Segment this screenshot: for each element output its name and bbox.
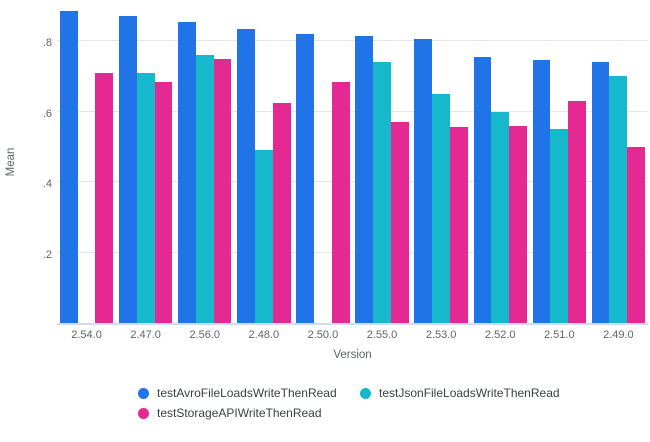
bar-group-2.49.0 [589, 0, 648, 323]
x-axis-title: Version [333, 349, 372, 361]
bar[interactable] [331, 81, 350, 323]
x-tick-label: 2.49.0 [603, 329, 634, 341]
bar[interactable] [550, 129, 569, 323]
x-tick-label: 2.53.0 [425, 329, 457, 341]
x-tick-label: 2.55.0 [366, 329, 398, 341]
x-tick-label: 2.48.0 [248, 329, 280, 341]
x-tick-label: 2.52.0 [484, 329, 516, 341]
bar[interactable] [95, 72, 114, 323]
bar[interactable] [254, 150, 273, 323]
bar[interactable] [609, 76, 628, 323]
bar[interactable] [178, 21, 196, 323]
gridline [57, 110, 648, 112]
y-tick-label: .2 [42, 248, 52, 261]
x-tick-label: 2.56.0 [189, 329, 221, 341]
legend-label: testStorageAPIWriteThenRead [157, 406, 322, 420]
legend-item-testJsonFileLoadsWriteThenRead[interactable]: testJsonFileLoadsWriteThenRead [360, 386, 560, 400]
bar-group-2.48.0 [234, 0, 293, 323]
x-tick-label: 2.51.0 [544, 329, 575, 341]
bar[interactable] [296, 33, 315, 323]
y-tick-label: .6 [42, 107, 52, 120]
bar-group-2.50.0 [293, 0, 352, 323]
gridline [57, 40, 648, 42]
x-tick-label: 2.47.0 [130, 329, 161, 341]
legend-label: testJsonFileLoadsWriteThenRead [379, 386, 560, 400]
bar[interactable] [532, 60, 551, 323]
bar[interactable] [491, 111, 510, 323]
bar[interactable] [272, 102, 291, 323]
bar[interactable] [237, 28, 255, 323]
bar-group-2.53.0 [412, 0, 471, 323]
bar-group-2.55.0 [352, 0, 411, 323]
plot-area [57, 0, 648, 325]
bar[interactable] [154, 81, 173, 323]
bar-group-2.56.0 [175, 0, 234, 323]
bar-groups [57, 0, 648, 323]
bar[interactable] [355, 35, 374, 323]
bar[interactable] [390, 122, 409, 323]
x-tick-label: 2.54.0 [71, 329, 102, 341]
bar[interactable] [568, 100, 586, 323]
bar[interactable] [118, 16, 137, 323]
gridline [57, 181, 648, 183]
x-tick-label: 2.50.0 [307, 329, 339, 341]
bar[interactable] [414, 39, 433, 323]
bar-group-2.51.0 [530, 0, 589, 323]
bar[interactable] [509, 125, 527, 323]
bar[interactable] [473, 56, 492, 323]
y-tick-label: .8 [42, 37, 52, 49]
bar-group-2.54.0 [57, 0, 116, 323]
bar[interactable] [136, 72, 155, 323]
bar-group-2.47.0 [116, 0, 175, 323]
chart-legend: testAvroFileLoadsWriteThenRead testJsonFi… [138, 386, 560, 420]
bar[interactable] [627, 146, 646, 323]
x-axis-ticks: 2.54.0 2.47.0 2.56.0 2.48.0 2.50.0 2.55.0 2.53… [57, 329, 648, 341]
bar[interactable] [432, 93, 450, 323]
legend-color-dot-icon [360, 387, 371, 399]
legend-color-dot-icon [138, 387, 149, 399]
bar[interactable] [59, 11, 78, 323]
legend-item-testAvroFileLoadsWriteThenRead[interactable]: testAvroFileLoadsWriteThenRead [138, 386, 360, 400]
y-axis-title: Mean [5, 147, 17, 177]
y-tick-label: .4 [42, 178, 52, 190]
bar[interactable] [373, 62, 391, 323]
bar[interactable] [591, 62, 610, 323]
legend-color-dot-icon [138, 407, 149, 419]
bar[interactable] [195, 55, 214, 323]
gridline [57, 251, 648, 253]
bar-group-2.52.0 [471, 0, 530, 323]
legend-item-testStorageAPIWriteThenRead[interactable]: testStorageAPIWriteThenRead [138, 406, 360, 420]
legend-label: testAvroFileLoadsWriteThenRead [157, 386, 337, 400]
bar[interactable] [213, 58, 232, 323]
bar[interactable] [450, 127, 468, 323]
